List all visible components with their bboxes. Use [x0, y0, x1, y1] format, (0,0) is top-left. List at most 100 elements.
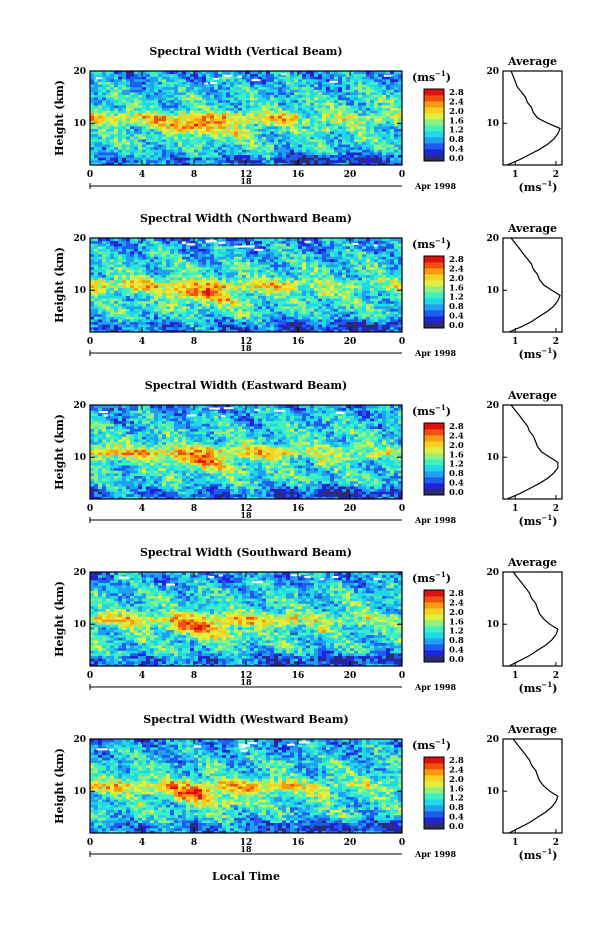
x-tick-label: 0 [87, 838, 93, 848]
colorbar-swatch [424, 793, 444, 799]
colorbar-swatch [424, 590, 444, 596]
day-label: 18 [240, 176, 252, 186]
x-tick-label: 4 [139, 504, 145, 514]
colorbar-tick-label: 1.6 [449, 450, 464, 460]
colorbar-swatch [424, 447, 444, 453]
panels: Spectral Width (Vertical Beam)1020Height… [53, 45, 562, 862]
colorbar-swatch [424, 608, 444, 614]
average-line [507, 71, 560, 165]
colorbar-swatch [424, 274, 444, 280]
colorbar-tick-label: 0.4 [449, 479, 464, 489]
date-label: Apr 1998 [414, 348, 457, 358]
average-frame [503, 71, 562, 165]
y-tick-label: 20 [73, 568, 86, 578]
x-tick-label: 0 [399, 671, 405, 681]
day-label: 18 [240, 677, 252, 687]
average-x-tick-label: 2 [553, 838, 559, 848]
colorbar-tick-label: 0.0 [449, 655, 464, 665]
colorbar-swatch [424, 113, 444, 119]
colorbar-tick-label: 2.8 [449, 589, 464, 599]
x-tick-label: 16 [292, 170, 305, 180]
colorbar-swatch [424, 602, 444, 608]
panel-2: Spectral Width (Northward Beam)1020Heigh… [53, 212, 562, 361]
y-tick-label: 10 [73, 787, 86, 797]
colorbar-tick-label: 2.8 [449, 255, 464, 265]
colorbar-swatch [424, 799, 444, 805]
average-line [509, 238, 560, 332]
day-label: 18 [240, 343, 252, 353]
y-tick-label: 20 [73, 401, 86, 411]
average-y-tick-label: 10 [486, 620, 499, 630]
colorbar-unit: (ms−1) [412, 236, 451, 251]
colorbar-tick-label: 1.6 [449, 784, 464, 794]
average-x-label: (ms−1) [519, 179, 558, 194]
heatmap [90, 405, 403, 500]
colorbar-tick-label: 0.0 [449, 822, 464, 832]
colorbar-tick-label: 2.8 [449, 88, 464, 98]
panel-title: Spectral Width (Eastward Beam) [145, 379, 347, 392]
x-tick-label: 20 [344, 838, 357, 848]
colorbar-tick-label: 2.4 [449, 598, 464, 608]
average-x-tick-label: 2 [553, 337, 559, 347]
colorbar-swatch [424, 292, 444, 298]
x-tick-label: 16 [292, 337, 305, 347]
colorbar-swatch [424, 626, 444, 632]
day-label: 18 [240, 510, 252, 520]
x-tick-label: 16 [292, 671, 305, 681]
colorbar-swatch [424, 262, 444, 268]
colorbar-unit: (ms−1) [412, 69, 451, 84]
colorbar-swatch [424, 811, 444, 817]
x-tick-label: 20 [344, 671, 357, 681]
heatmap [90, 572, 403, 667]
average-frame [503, 238, 562, 332]
y-tick-label: 10 [73, 119, 86, 129]
colorbar-tick-label: 1.2 [449, 460, 464, 470]
x-tick-label: 20 [344, 170, 357, 180]
colorbar-swatch [424, 119, 444, 125]
average-y-tick-label: 20 [486, 568, 499, 578]
date-label: Apr 1998 [414, 515, 457, 525]
panel-title: Spectral Width (Southward Beam) [140, 546, 352, 559]
x-tick-label: 8 [191, 337, 197, 347]
colorbar-swatch [424, 459, 444, 465]
colorbar-swatch [424, 596, 444, 602]
colorbar-tick-label: 0.8 [449, 469, 464, 479]
heatmap [90, 71, 403, 166]
colorbar-swatch [424, 614, 444, 620]
colorbar: 0.00.40.81.21.62.02.42.8(ms−1) [412, 570, 464, 665]
colorbar-unit: (ms−1) [412, 403, 451, 418]
colorbar-tick-label: 0.8 [449, 636, 464, 646]
colorbar-swatch [424, 107, 444, 113]
y-axis-label: Height (km) [53, 748, 66, 824]
x-tick-label: 0 [87, 170, 93, 180]
colorbar-tick-label: 2.4 [449, 264, 464, 274]
colorbar-swatch [424, 125, 444, 131]
y-tick-label: 10 [73, 286, 86, 296]
x-tick-label: 20 [344, 504, 357, 514]
colorbar-swatch [424, 620, 444, 626]
colorbar-swatch [424, 775, 444, 781]
colorbar-swatch [424, 441, 444, 447]
colorbar-tick-label: 1.6 [449, 617, 464, 627]
average-y-tick-label: 10 [486, 453, 499, 463]
average-x-tick-label: 2 [553, 170, 559, 180]
colorbar: 0.00.40.81.21.62.02.42.8(ms−1) [412, 403, 464, 498]
colorbar-unit: (ms−1) [412, 737, 451, 752]
average-frame [503, 572, 562, 666]
y-axis-label: Height (km) [53, 581, 66, 657]
colorbar-swatch [424, 298, 444, 304]
colorbar-tick-label: 2.0 [449, 441, 464, 451]
colorbar-swatch [424, 268, 444, 274]
colorbar-tick-label: 1.2 [449, 627, 464, 637]
average-x-tick-label: 1 [512, 504, 518, 514]
colorbar-swatch [424, 805, 444, 811]
heatmap [90, 739, 403, 834]
colorbar-unit: (ms−1) [412, 570, 451, 585]
colorbar-tick-label: 0.8 [449, 803, 464, 813]
colorbar-tick-label: 0.4 [449, 813, 464, 823]
colorbar-swatch [424, 632, 444, 638]
colorbar-tick-label: 1.2 [449, 293, 464, 303]
x-tick-label: 0 [87, 504, 93, 514]
colorbar: 0.00.40.81.21.62.02.42.8(ms−1) [412, 737, 464, 832]
